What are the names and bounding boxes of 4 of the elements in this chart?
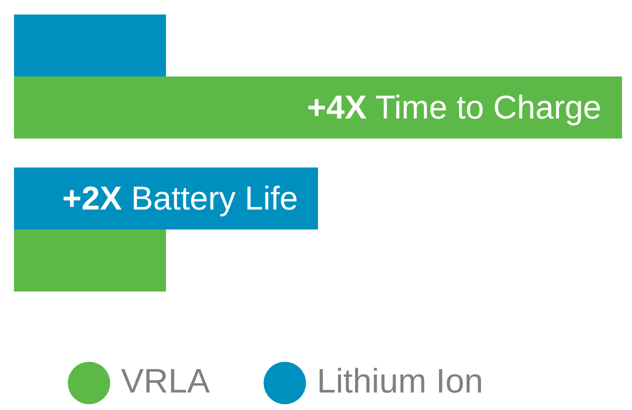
legend-label: VRLA — [121, 362, 210, 400]
annotation: +4X Time to Charge — [307, 88, 602, 126]
annotation: +2X Battery Life — [62, 180, 298, 217]
legend-label: Lithium Ion — [316, 362, 484, 400]
